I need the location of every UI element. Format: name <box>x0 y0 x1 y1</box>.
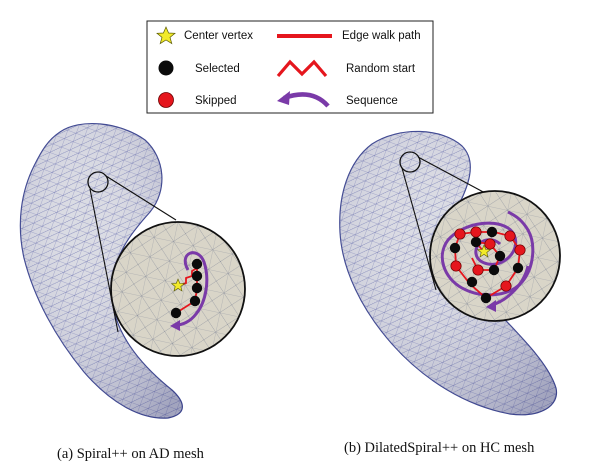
legend-center-vertex: Center vertex <box>184 30 253 42</box>
legend-edge-walk-path: Edge walk path <box>342 30 421 42</box>
ad-selected-vertex <box>189 295 201 307</box>
skipped-dot-icon <box>158 92 174 108</box>
ad-sequence-arrow <box>175 251 209 327</box>
ad-selected-vertex <box>191 282 203 294</box>
star-icon <box>156 26 176 45</box>
ad-selected-vertex <box>170 307 182 319</box>
hc-selected-vertex <box>466 276 478 288</box>
ad-zoom-connector-top <box>105 175 177 221</box>
hc-skipped-vertex <box>514 244 526 256</box>
legend-random-start: Random start <box>346 63 416 75</box>
legend-skipped: Skipped <box>195 95 237 107</box>
hc-center-star-icon <box>476 244 492 258</box>
legend: Center vertex Selected Skipped Edge walk… <box>146 20 434 114</box>
random-start-zigzag-icon <box>276 59 328 78</box>
hc-sequence-arrow-tail <box>491 265 530 307</box>
legend-sequence: Sequence <box>346 95 398 107</box>
selected-dot-icon <box>158 60 174 76</box>
hc-selected-vertex <box>480 292 492 304</box>
hc-selected-vertex <box>488 264 500 276</box>
sequence-arrowhead-icon <box>277 91 290 105</box>
hc-mesh <box>339 130 561 416</box>
hc-zoom-connector-bottom <box>401 167 437 291</box>
ad-selected-vertex <box>191 270 203 282</box>
ad-selected-vertex <box>191 258 203 270</box>
hc-selected-vertex <box>512 262 524 274</box>
ad-sequence-arrowhead-icon <box>170 320 180 331</box>
caption-left: (a) Spiral++ on AD mesh <box>57 446 205 462</box>
ad-mesh <box>19 122 246 419</box>
hc-selected-vertex <box>494 250 506 262</box>
hc-sequence-arrow <box>440 210 535 297</box>
hc-sequence-arrowhead-icon <box>486 300 496 312</box>
hc-skipped-vertex <box>484 238 496 250</box>
ad-zoom-source-circle <box>87 171 109 193</box>
hc-zoom-source-circle <box>399 151 421 173</box>
hc-zoom-connector-top <box>417 156 488 195</box>
ad-center-star-icon <box>170 278 186 292</box>
ad-zoom-circle <box>110 221 246 357</box>
hc-skipped-vertex <box>504 230 516 242</box>
hc-selected-vertex <box>486 226 498 238</box>
hc-skipped-vertex <box>500 280 512 292</box>
hc-skipped-vertex <box>472 264 484 276</box>
hc-skipped-vertex <box>450 260 462 272</box>
hc-skipped-vertex <box>454 228 466 240</box>
ad-mesh-shading <box>20 123 183 419</box>
hc-selected-vertex <box>470 236 482 248</box>
caption-right: (b) DilatedSpiral++ on HC mesh <box>344 440 535 456</box>
legend-selected: Selected <box>195 63 240 75</box>
hc-selected-vertex <box>449 242 461 254</box>
hc-skipped-vertex <box>470 226 482 238</box>
